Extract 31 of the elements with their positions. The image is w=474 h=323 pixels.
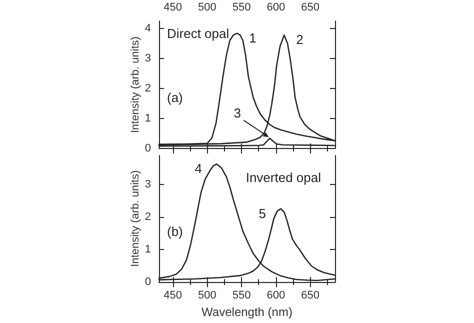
series-label: 1: [249, 30, 256, 46]
x-tick-label: 600: [266, 2, 286, 14]
y-tick-label: 2: [144, 210, 151, 223]
annotation: Inverted opal: [246, 170, 322, 185]
series-label: 4: [194, 161, 202, 176]
x-tick-label: 650: [301, 2, 320, 14]
x-tick-label: 450: [164, 290, 182, 302]
x-tick-label: 500: [198, 290, 216, 302]
y-axis-title: Intensity (arb. units): [129, 36, 142, 134]
y-axis-title: Intensity (arb. units): [129, 170, 142, 267]
annotation: Direct opal: [167, 26, 230, 41]
x-axis-title: Wavelength (nm): [202, 305, 292, 319]
series-label: 5: [258, 206, 266, 221]
x-tick-label: 500: [198, 2, 216, 14]
x-tick-label: 600: [266, 290, 286, 302]
y-tick-label: 3: [144, 52, 151, 64]
annotation: (a): [167, 90, 183, 105]
y-tick-label: 2: [144, 82, 151, 94]
y-tick-label: 4: [144, 22, 151, 34]
series-label: 3: [234, 105, 241, 120]
y-tick-label: 1: [144, 112, 151, 124]
x-tick-label: 450: [164, 2, 182, 14]
x-tick-label: 550: [232, 290, 251, 302]
y-tick-label: 1: [144, 244, 151, 256]
y-tick-label: 0: [144, 142, 151, 154]
y-tick-label: 3: [144, 178, 151, 190]
y-tick-label: 0: [144, 276, 151, 288]
series-label: 2: [296, 32, 304, 48]
annotation: (b): [167, 224, 183, 239]
x-tick-label: 650: [301, 290, 320, 302]
x-tick-label: 550: [232, 2, 251, 14]
